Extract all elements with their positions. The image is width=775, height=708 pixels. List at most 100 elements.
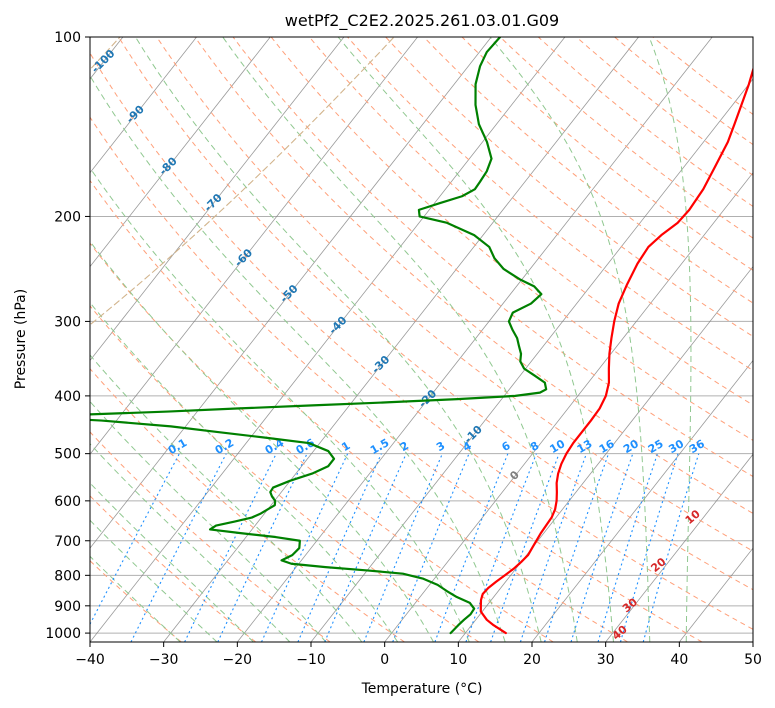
isotherm-line: [458, 265, 753, 642]
moist-adiabat: [90, 301, 399, 642]
mixing-ratio-line: [217, 453, 308, 642]
temperature-profile: [479, 66, 753, 635]
moist-adiabat: [90, 519, 218, 642]
y-tick-label: 300: [54, 314, 81, 330]
dry-adiabat: [90, 242, 554, 642]
dry-adiabat: [156, 37, 753, 552]
mixing-ratio-label: 3: [434, 439, 447, 454]
reference-curve: [90, 37, 395, 326]
theta-e-label: 40: [610, 623, 630, 643]
dry-adiabat: [118, 37, 753, 591]
mixing-ratio-line: [363, 453, 443, 642]
theta-e-label: 20: [648, 555, 668, 575]
y-tick-label: 800: [54, 568, 81, 584]
mixing-ratio-line: [642, 453, 700, 642]
plot-content: 0.1 0.2 0.4 0.6 1 1.5 2 3 4 6 8 10 13 16 20 25 30 36-100-…: [89, 37, 753, 643]
moist-adiabat: [90, 240, 434, 642]
mixing-ratio-line: [465, 453, 537, 642]
x-tick-label: −30: [149, 652, 179, 668]
isotherm-line: [90, 37, 418, 455]
mixing-ratio-line: [597, 453, 659, 642]
dry-adiabat: [90, 179, 628, 642]
x-tick-label: 40: [670, 652, 688, 668]
dry-adiabat: [90, 560, 182, 642]
isotherm-line: [90, 37, 197, 174]
moist-adiabat: [489, 37, 651, 642]
x-tick-label: 30: [597, 652, 615, 668]
dry-adiabat: [90, 367, 405, 642]
mixing-ratio-line: [519, 453, 587, 642]
x-tick-label: −10: [296, 652, 326, 668]
dry-adiabat: [194, 37, 753, 514]
moist-adiabat: [337, 37, 614, 642]
isotherm-line: [384, 172, 753, 642]
moist-adiabat: [90, 74, 506, 642]
dry-adiabat: [423, 37, 753, 304]
dry-adiabat: [90, 305, 480, 642]
isotherm-line: [90, 37, 345, 362]
mixing-ratio-line: [90, 453, 180, 626]
isotherm-line: [90, 37, 271, 268]
mixing-ratio-line: [490, 453, 560, 642]
isotherm-line: [90, 37, 492, 549]
dewpoint-profile: [90, 37, 548, 635]
dry-adiabat: [90, 495, 257, 642]
y-axis-label: Pressure (hPa): [13, 289, 29, 389]
y-tick-label: 500: [54, 447, 81, 463]
moist-adiabat-label: -90: [124, 102, 147, 125]
moist-adiabat: [135, 37, 542, 642]
x-tick-label: 10: [449, 652, 467, 668]
moist-adiabat: [90, 555, 181, 642]
mixing-ratio-label: 8: [528, 439, 541, 454]
moist-adiabat-label: -50: [277, 282, 300, 305]
dry-adiabat: [308, 37, 753, 406]
isotherm-line: [605, 453, 753, 642]
mixing-ratio-line: [297, 453, 382, 642]
dry-adiabat: [90, 52, 753, 630]
x-axis-label: Temperature (°C): [361, 681, 483, 697]
x-axis: −40 −30 −20 −10 0 10 20 30 40 50: [75, 642, 762, 668]
mixing-ratio-line: [392, 453, 470, 642]
isotherm-line: [310, 78, 753, 642]
dry-adiabat: [90, 116, 703, 642]
mixing-ratio-line: [324, 453, 407, 642]
y-tick-label: 200: [54, 209, 81, 225]
chart-title: wetPf2_C2E2.2025.261.03.01.G09: [285, 11, 559, 31]
moist-adiabat: [648, 37, 692, 642]
moist-adiabat-label: -30: [369, 353, 392, 376]
y-tick-label: 400: [54, 389, 81, 405]
x-tick-label: 20: [523, 652, 541, 668]
mixing-ratio-line: [184, 453, 277, 642]
moist-adiabat: [90, 354, 363, 642]
dry-adiabat: [576, 37, 753, 176]
moist-adiabat-label: -100: [89, 47, 118, 76]
isotherm-line: [237, 37, 713, 642]
mixing-ratio-label: 2: [398, 439, 411, 454]
isotherm-line: [90, 37, 566, 642]
x-tick-label: −40: [75, 652, 105, 668]
dry-adiabat: [347, 37, 753, 371]
y-tick-label: 100: [54, 30, 81, 46]
isotherm-line: [752, 641, 753, 642]
mixing-ratio-line: [130, 453, 227, 642]
dry-adiabat: [90, 431, 331, 642]
theta-e-label: 30: [620, 595, 640, 615]
dry-adiabat: [385, 37, 753, 338]
moist-adiabat-label: 0: [507, 468, 522, 483]
isotherm-line: [163, 37, 639, 642]
plot-frame: [89, 36, 754, 643]
moist-adiabat: [90, 443, 291, 642]
x-tick-label: 50: [744, 652, 762, 668]
x-tick-label: 0: [380, 652, 389, 668]
moist-adiabat: [90, 167, 470, 642]
dry-adiabat: [232, 37, 753, 478]
moist-adiabat: [222, 37, 578, 642]
y-tick-label: 900: [54, 599, 81, 615]
y-axis: 1000 900 800 700 600 500 400 300 200 100: [45, 30, 90, 642]
dry-adiabat: [652, 37, 753, 116]
mixing-ratio-line: [619, 453, 679, 642]
mixing-ratio-line: [544, 453, 610, 642]
moist-adiabat-label: -80: [157, 154, 180, 177]
y-tick-label: 700: [54, 534, 81, 550]
